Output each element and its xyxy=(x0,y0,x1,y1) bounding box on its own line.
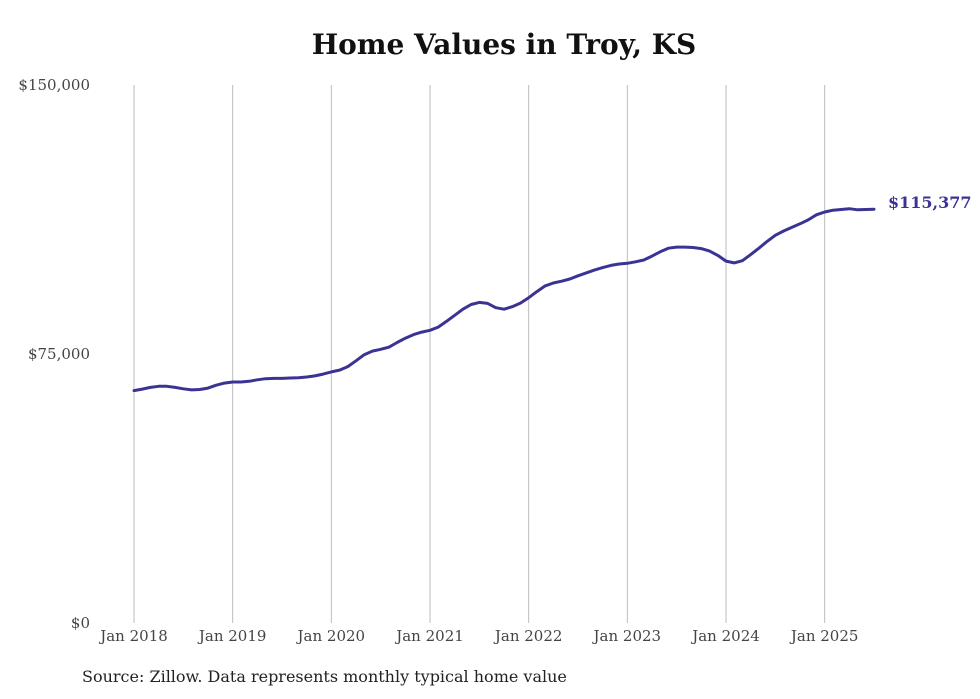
x-tick-label: Jan 2020 xyxy=(296,627,366,645)
x-tick-label: Jan 2018 xyxy=(98,627,168,645)
x-tick-label: Jan 2019 xyxy=(197,627,267,645)
x-tick-label: Jan 2024 xyxy=(690,627,760,645)
y-axis-ticks: $0 $75,000 $150,000 xyxy=(18,76,90,632)
x-tick-label: Jan 2023 xyxy=(592,627,662,645)
x-axis-ticks: Jan 2018 Jan 2019 Jan 2020 Jan 2021 Jan 2022… xyxy=(98,627,858,645)
x-tick-label: Jan 2025 xyxy=(789,627,859,645)
source-note: Source: Zillow. Data represents monthly … xyxy=(82,667,567,686)
x-tick-label: Jan 2021 xyxy=(394,627,464,645)
y-tick-label: $0 xyxy=(71,614,90,632)
chart-title: Home Values in Troy, KS xyxy=(311,28,697,61)
home-value-line xyxy=(132,207,876,393)
vertical-gridlines xyxy=(133,85,826,623)
end-value-label: $115,377 xyxy=(888,193,972,212)
x-tick-label: Jan 2022 xyxy=(493,627,563,645)
y-tick-label: $150,000 xyxy=(18,76,90,94)
y-tick-label: $75,000 xyxy=(28,345,90,363)
